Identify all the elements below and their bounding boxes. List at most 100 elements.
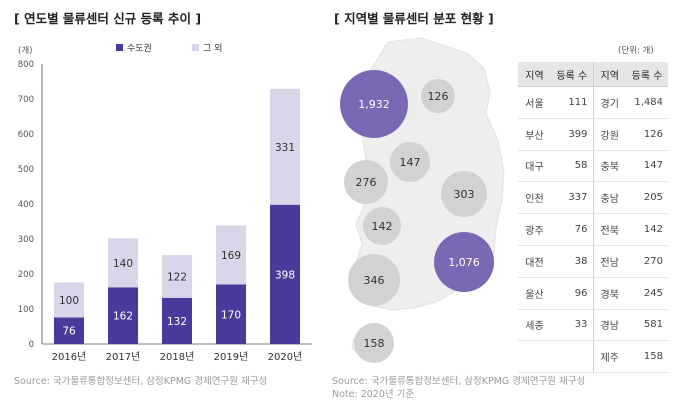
- distribution-source-text: Source: 국가물류통합정보센터, 삼정KPMG 경제연구원 재구성: [332, 376, 586, 387]
- region-cell: 전북: [592, 213, 626, 246]
- y-tick-label: 700: [18, 95, 34, 105]
- region-cell: 경남: [592, 309, 626, 342]
- header-count-2: 등록 수: [626, 62, 668, 87]
- bar-other: [108, 238, 138, 288]
- bar-label-other: 122: [167, 271, 187, 283]
- count-cell: 581: [626, 309, 668, 342]
- bubble: [434, 232, 494, 292]
- bubble-label: 276: [356, 176, 377, 189]
- bar-label-capital: 170: [221, 309, 241, 321]
- x-tick-label: 2019년: [214, 351, 249, 363]
- bar-label-other: 140: [113, 258, 133, 270]
- bar-label-capital: 132: [167, 316, 187, 328]
- x-tick-label: 2017년: [106, 351, 141, 363]
- count-cell: 158: [626, 340, 668, 374]
- legend-swatch: [116, 44, 123, 51]
- region-cell: [518, 340, 551, 374]
- table-header-row: 지역 등록 수 지역 등록 수: [518, 62, 668, 87]
- x-tick-label: 2018년: [160, 351, 195, 363]
- bubble-label: 1,076: [448, 256, 480, 269]
- table-row: 서울 111 경기 1,484: [518, 86, 668, 119]
- bar-capital: [54, 317, 84, 344]
- bubble-label: 303: [454, 188, 475, 201]
- bar-chart-title: [ 연도별 물류센터 신규 등록 추이 ]: [14, 11, 202, 26]
- region-cell: 울산: [518, 277, 551, 310]
- count-cell: 147: [626, 150, 668, 183]
- bar-label-other: 331: [275, 142, 295, 154]
- x-tick-label: 2016년: [52, 351, 87, 363]
- bubble: [340, 70, 408, 138]
- y-tick-label: 600: [18, 130, 34, 140]
- count-cell: 38: [551, 245, 593, 278]
- bar-capital: [270, 204, 300, 344]
- header-region-2: 지역: [592, 62, 626, 87]
- bar-label-capital: 76: [62, 326, 76, 338]
- table-row: 대전 38 전남 270: [518, 245, 668, 278]
- region-cell: 광주: [518, 213, 551, 246]
- bubble-label: 158: [364, 337, 385, 350]
- count-cell: 245: [626, 277, 668, 310]
- distribution-title: [ 지역별 물류센터 분포 현황 ]: [334, 11, 494, 26]
- region-cell: 대구: [518, 150, 551, 183]
- region-cell: 경북: [592, 277, 626, 310]
- region-cell: 경기: [592, 86, 626, 119]
- region-cell: 인천: [518, 181, 551, 215]
- legend-label: 수도권: [127, 42, 152, 54]
- y-axis-unit: (개): [18, 46, 33, 56]
- table-row: 세종 33 경남 581: [518, 309, 668, 342]
- table-row: 울산 96 경북 245: [518, 277, 668, 310]
- count-cell: 205: [626, 181, 668, 215]
- bar-capital: [108, 287, 138, 344]
- bubble: [354, 323, 394, 363]
- table-row: 광주 76 전북 142: [518, 213, 668, 246]
- bar-capital: [162, 297, 192, 344]
- count-cell: 399: [551, 118, 593, 151]
- count-cell: 126: [626, 118, 668, 151]
- bubble-label: 126: [428, 90, 449, 103]
- bubble: [363, 207, 401, 245]
- bar-label-capital: 398: [275, 269, 295, 281]
- table-row: 제주 158: [518, 340, 668, 374]
- legend-swatch: [192, 44, 199, 51]
- bar-label-other: 169: [221, 250, 241, 262]
- count-cell: 142: [626, 213, 668, 246]
- y-tick-label: 400: [18, 200, 34, 210]
- region-cell: 전남: [592, 245, 626, 278]
- korea-map: 1,932 126 147 276 303 142 1,076 346 158: [340, 37, 505, 363]
- bar-capital: [216, 284, 246, 344]
- header-region-1: 지역: [518, 62, 551, 87]
- table-row: 대구 58 충북 147: [518, 150, 668, 183]
- count-cell: 96: [551, 277, 593, 310]
- count-cell: 58: [551, 150, 593, 183]
- count-cell: [551, 340, 593, 374]
- bar-label-other: 100: [59, 295, 79, 307]
- region-cell: 강원: [592, 118, 626, 151]
- count-cell: 337: [551, 181, 593, 215]
- bar-other: [162, 255, 192, 298]
- bubble-label: 147: [400, 156, 421, 169]
- region-cell: 제주: [592, 340, 626, 374]
- table-row: 인천 337 충남 205: [518, 181, 668, 215]
- x-tick-label: 2020년: [268, 351, 303, 363]
- bar-chart-source: Source: 국가물류통합정보센터, 삼정KPMG 경제연구원 재구성: [14, 376, 268, 387]
- distribution-note: Note: 2020년 기준: [332, 389, 415, 400]
- count-cell: 270: [626, 245, 668, 278]
- region-cell: 충북: [592, 150, 626, 183]
- bubble-label: 1,932: [358, 98, 390, 111]
- bubble-group: 1,932 126 147 276 303 142 1,076 346 158: [340, 70, 494, 363]
- y-tick-label: 500: [18, 165, 34, 175]
- bubble: [344, 160, 388, 204]
- bar-label-capital: 162: [113, 311, 133, 323]
- y-tick-label: 800: [18, 60, 34, 70]
- y-tick-label: 300: [18, 235, 34, 245]
- count-cell: 111: [551, 86, 593, 119]
- region-cell: 대전: [518, 245, 551, 278]
- legend-label: 그 외: [203, 42, 222, 54]
- bubble: [441, 171, 487, 217]
- distribution-source: Source: 국가물류통합정보센터, 삼정KPMG 경제연구원 재구성 Not…: [332, 375, 585, 401]
- stacked-bar-chart: 0 100 200 300 400 500 600 700 800 수도권 그 외 76 100 2016…: [18, 42, 312, 363]
- region-cell: 충남: [592, 181, 626, 215]
- table-row: 부산 399 강원 126: [518, 118, 668, 151]
- bubble: [421, 79, 455, 113]
- table-unit: (단위: 개): [618, 46, 654, 56]
